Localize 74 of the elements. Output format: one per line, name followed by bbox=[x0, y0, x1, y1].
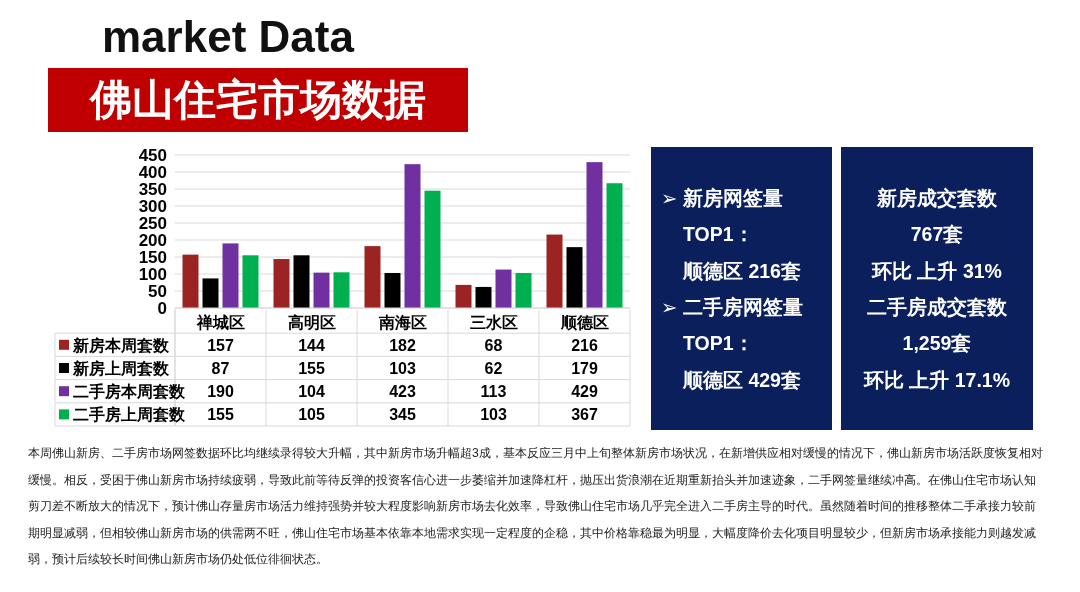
text: 二手房成交套数 bbox=[866, 294, 1008, 320]
bar bbox=[424, 190, 441, 308]
text: TOP1： bbox=[682, 331, 755, 357]
y-tick-label: 400 bbox=[138, 163, 167, 182]
chart-subtitle: 佛山住宅市场数据 bbox=[48, 68, 468, 132]
x-tick-label: 三水区 bbox=[469, 313, 518, 331]
data-label: 103 bbox=[389, 360, 416, 377]
bar bbox=[566, 247, 583, 308]
bar bbox=[546, 234, 563, 308]
bar bbox=[495, 269, 512, 308]
legend-label: 二手房本周套数 bbox=[73, 382, 186, 401]
bar bbox=[202, 278, 219, 308]
bar bbox=[242, 255, 259, 308]
bar bbox=[364, 246, 381, 308]
bar bbox=[182, 254, 199, 308]
x-tick-label: 南海区 bbox=[377, 313, 427, 331]
y-tick-label: 150 bbox=[138, 248, 167, 267]
data-label: 367 bbox=[571, 406, 598, 424]
text: 新房成交套数 bbox=[876, 186, 998, 211]
bar bbox=[293, 255, 310, 308]
x-tick-label: 高明区 bbox=[287, 312, 336, 331]
legend-label: 新房上周套数 bbox=[72, 359, 170, 377]
data-label: 105 bbox=[298, 406, 325, 424]
data-label: 345 bbox=[389, 406, 416, 424]
y-tick-label: 200 bbox=[138, 231, 167, 250]
data-label: 104 bbox=[298, 383, 325, 401]
legend-label: 二手房上周套数 bbox=[73, 405, 186, 424]
text: 环比 上升 17.1% bbox=[862, 367, 1012, 393]
bar bbox=[515, 272, 532, 308]
y-tick-label: 350 bbox=[138, 180, 167, 199]
y-tick-label: 300 bbox=[138, 197, 167, 216]
y-tick-label: 250 bbox=[138, 214, 167, 233]
data-label: 157 bbox=[207, 336, 234, 354]
data-label: 144 bbox=[298, 336, 325, 354]
bar bbox=[586, 162, 603, 308]
data-label: 155 bbox=[207, 406, 234, 424]
bar bbox=[606, 183, 623, 308]
text: 本周佛山新房、二手房市场网签数据环比均继续录得较大升幅，其中新房市场升幅超3成，基本反应三月中上旬整体新房市场状况，在新增供应相对缓慢的情况下，佛山新房市场活跃度恢复相对缓慢。相反，受困于佛山新房市场持续疲弱，导致此前等待反弹的投资客信心进一步萎缩并加速降杠杆，抛压出货浪潮在近期重新抬头并加速迹象，二手网签量继续冲高。在佛山住宅市场认知剪刀差不断放大的情况下，预计佛山存量房市场活力维持强势并较大程度影响新房市场去化效率，导致佛山住宅市场几乎完全进入二手房主导的时代。虽然随着时间的推移整体二手承接力较前期明显减弱，但相较佛山新房市场的供需两不旺，佛山住宅市场基本依靠本地需求实现一定程度的企稳，其中价格靠稳最为明显，大幅度降价去化项目明显较少，但新房市场承接能力则越发减弱，预计后续较长时间佛山新房市场仍处低位徘徊状态。 bbox=[28, 445, 1043, 569]
bar bbox=[333, 272, 350, 308]
data-label: 68 bbox=[484, 336, 503, 354]
data-label: 423 bbox=[389, 383, 416, 401]
text: 1,259套 bbox=[901, 331, 973, 357]
chart-title: market Data bbox=[102, 12, 354, 62]
y-tick-label: 450 bbox=[138, 146, 167, 165]
legend-label: 新房本周套数 bbox=[72, 335, 170, 354]
data-label: 87 bbox=[211, 360, 230, 377]
text: 顺德区 429套 bbox=[682, 367, 802, 393]
data-label: 103 bbox=[480, 406, 507, 424]
bar bbox=[455, 284, 472, 308]
bar bbox=[475, 286, 492, 308]
text: TOP1： bbox=[682, 222, 755, 248]
bar bbox=[313, 272, 330, 308]
y-tick-label: 0 bbox=[157, 299, 167, 318]
data-label: 182 bbox=[389, 336, 416, 354]
data-label: 113 bbox=[480, 383, 507, 401]
bar bbox=[404, 164, 421, 308]
text: ➢ 新房网签量 bbox=[661, 186, 784, 211]
y-tick-label: 100 bbox=[138, 265, 167, 284]
text: 顺德区 216套 bbox=[682, 258, 802, 284]
x-tick-label: 禅城区 bbox=[195, 313, 245, 331]
bar bbox=[384, 272, 401, 308]
y-tick-label: 50 bbox=[148, 282, 167, 301]
data-label: 155 bbox=[298, 360, 325, 377]
bar bbox=[222, 243, 239, 308]
data-label: 190 bbox=[207, 383, 234, 401]
text: 环比 上升 31% bbox=[870, 258, 1003, 284]
text: 767套 bbox=[909, 222, 965, 248]
data-label: 429 bbox=[571, 383, 598, 401]
bar bbox=[273, 259, 290, 308]
data-label: 179 bbox=[571, 360, 598, 377]
data-label: 62 bbox=[484, 360, 503, 377]
text: ➢ 二手房网签量 bbox=[661, 294, 804, 320]
x-tick-label: 顺德区 bbox=[559, 313, 609, 331]
data-label: 216 bbox=[571, 336, 598, 354]
